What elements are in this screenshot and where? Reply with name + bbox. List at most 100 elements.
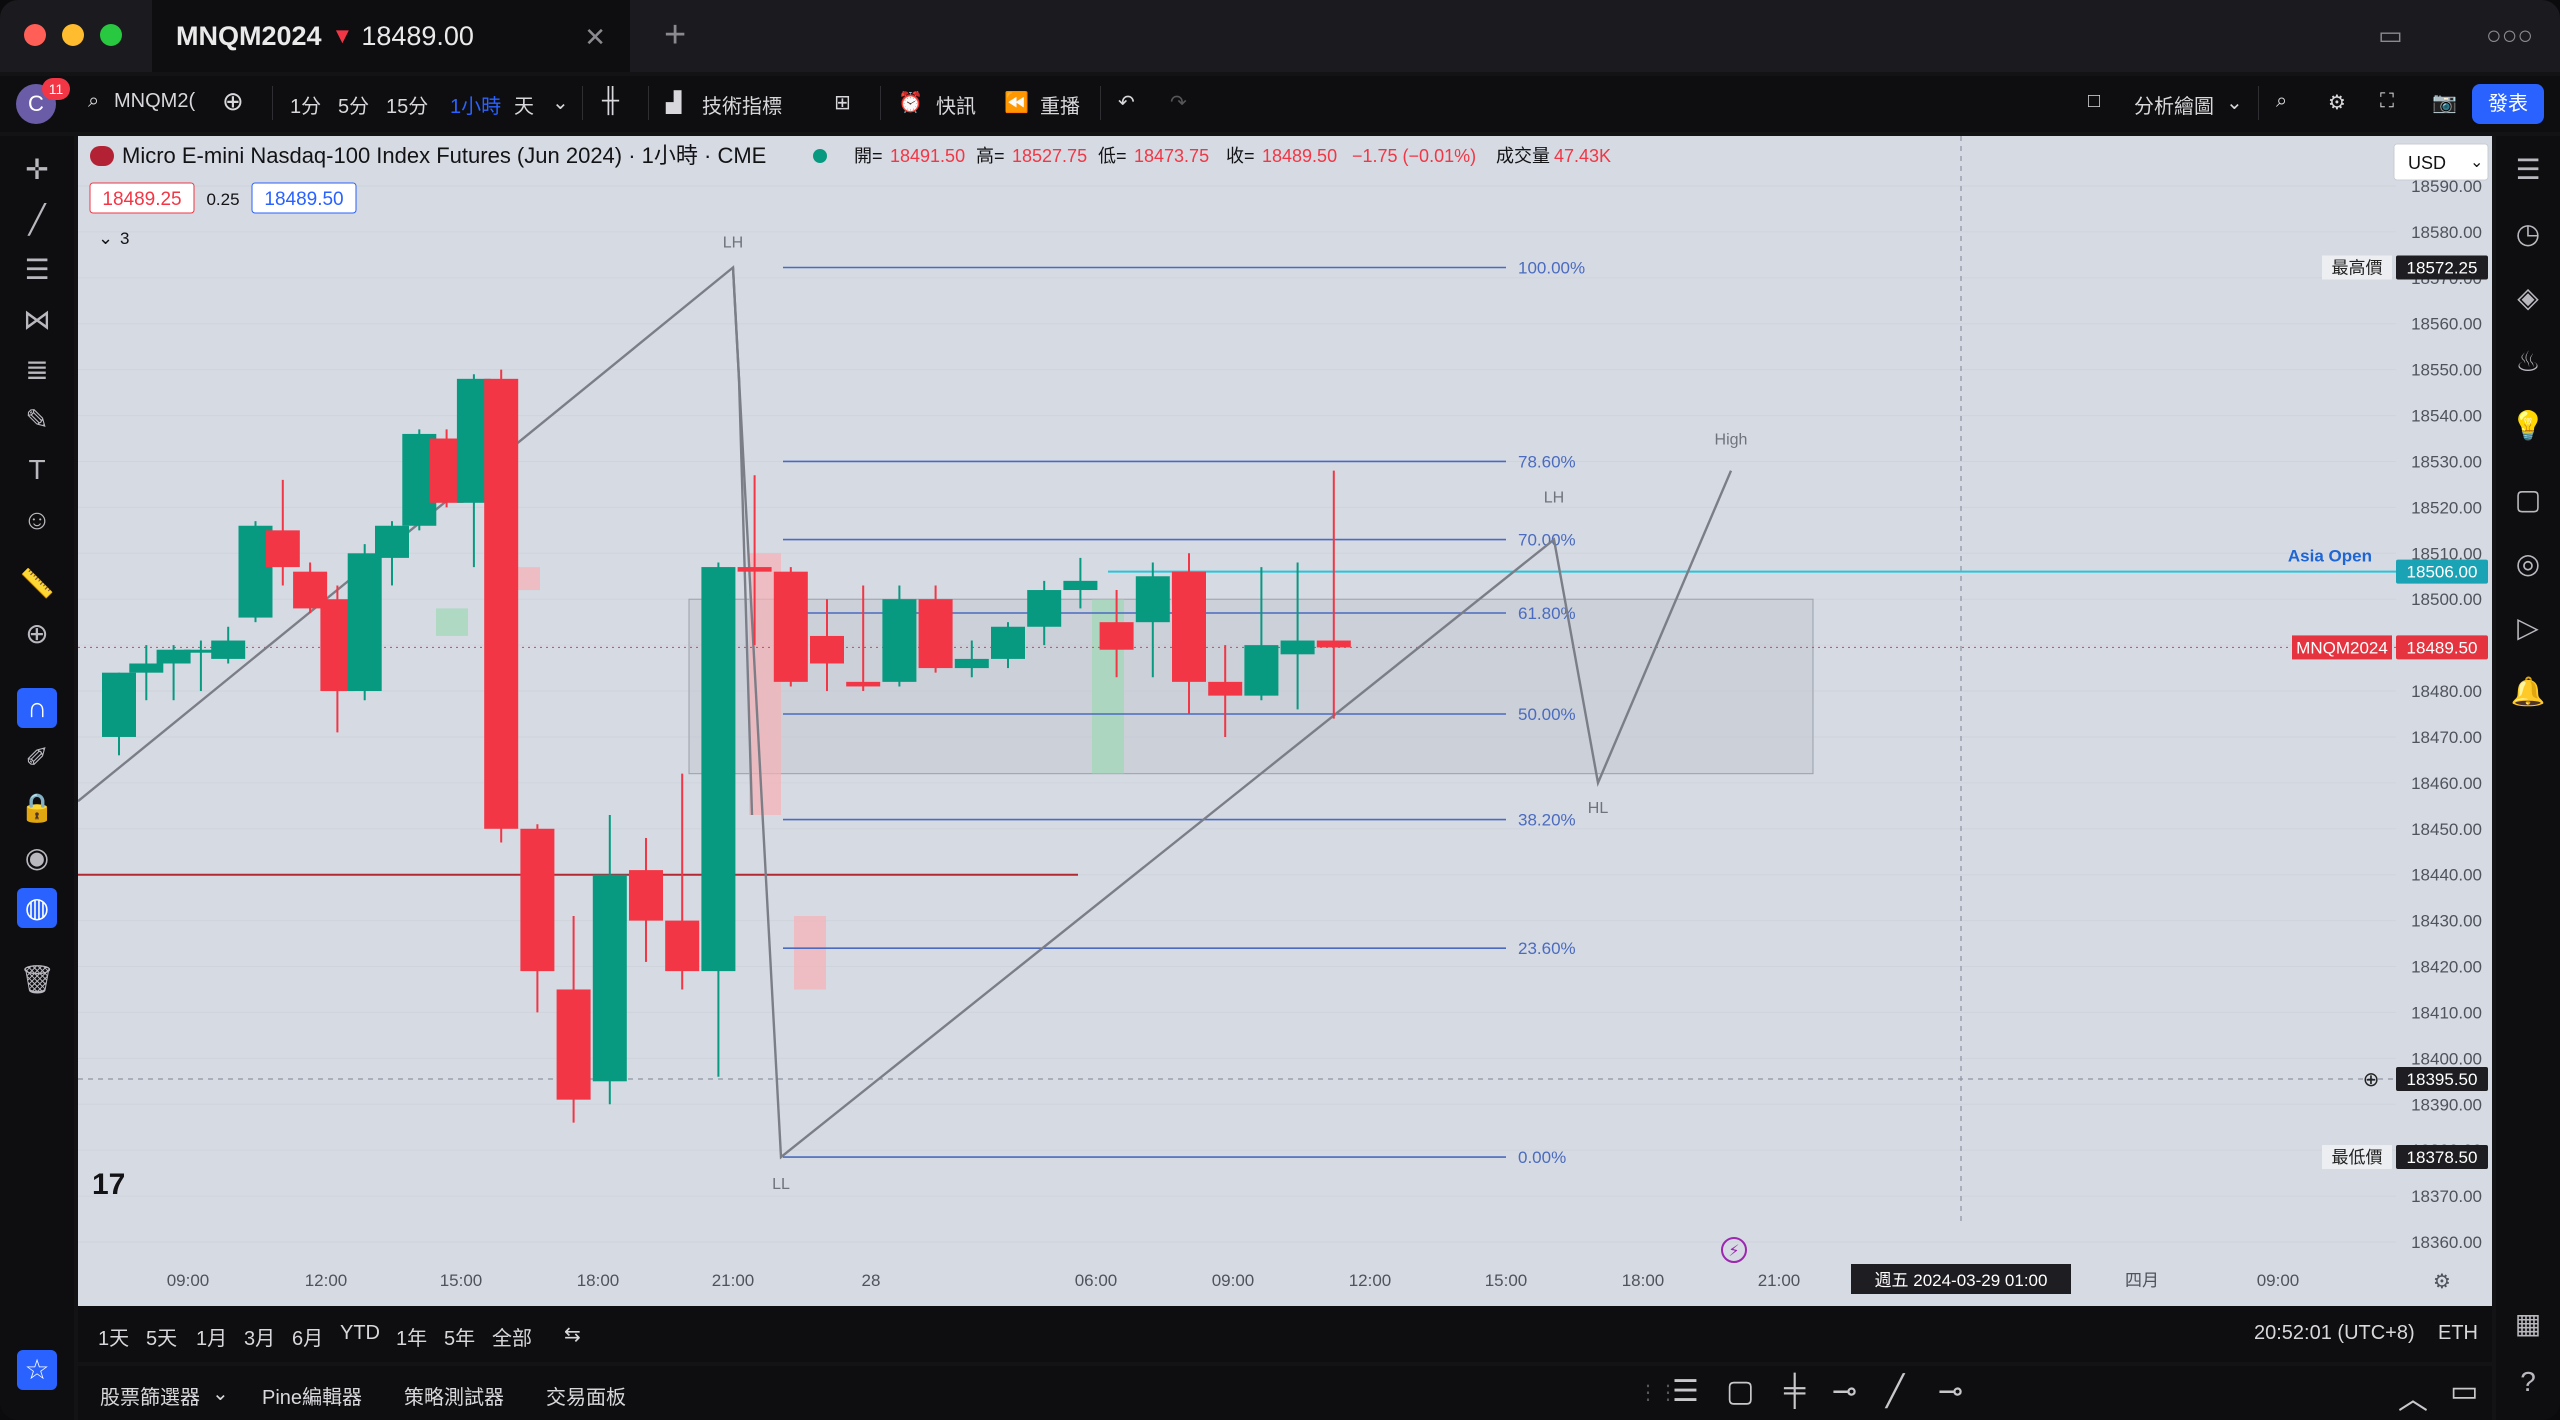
chart-area[interactable]: 100.00% 78.60% 70.00% 61.80% 50.00% 38.20% 23.… [78, 136, 2492, 1306]
alerts-button[interactable]: 快訊 [936, 96, 976, 118]
text-icon[interactable]: T [28, 454, 46, 485]
vline-icon[interactable]: ╪ [1784, 1374, 1806, 1407]
time-tick-label: 28 [862, 1271, 881, 1290]
hotlist-icon[interactable]: ♨ [2515, 346, 2541, 377]
range-5d[interactable]: 5天 [146, 1328, 178, 1350]
time-tick-label: 09:00 [167, 1271, 210, 1290]
layers-icon[interactable]: ◈ [2517, 282, 2539, 313]
minimize-window-button[interactable] [62, 24, 84, 46]
range-ytd[interactable]: YTD [340, 1322, 380, 1344]
candle-body [1172, 571, 1206, 682]
chevron-down-icon[interactable]: ⌄ [552, 92, 569, 114]
more-icon[interactable]: ○○○ [2486, 20, 2534, 50]
layout-button[interactable]: 分析繪圖 [2134, 96, 2214, 118]
publish-button[interactable]: 發表 [2472, 84, 2544, 124]
ideas-icon[interactable]: 💡 [2510, 410, 2546, 441]
interval-5m[interactable]: 5分 [338, 96, 370, 118]
chat-icon[interactable]: ▢ [2514, 484, 2542, 515]
session-selector[interactable]: ETH [2438, 1322, 2478, 1344]
interval-1m[interactable]: 1分 [290, 96, 322, 118]
globe-icon[interactable]: ◍ [17, 888, 57, 928]
crosshair-time-label: 週五 2024-03-29 01:00 [1875, 1271, 2048, 1290]
hray-icon[interactable]: ⊸ [1832, 1375, 1858, 1408]
ruler-icon[interactable]: 📏 [19, 568, 55, 599]
chevron-down-icon: ⌄ [98, 228, 113, 249]
goto-date-icon[interactable]: ⇆ [564, 1324, 581, 1346]
tab-screener[interactable]: 股票篩選器 [100, 1387, 200, 1409]
trendline-icon[interactable]: ╱ [28, 204, 46, 235]
play-icon[interactable]: ▷ [2517, 612, 2539, 643]
interval-15m[interactable]: 15分 [386, 96, 429, 118]
chevron-down-icon[interactable]: ⌄ [2226, 92, 2243, 114]
hlines-icon[interactable]: ☰ [1672, 1375, 1699, 1408]
lines-icon[interactable]: ☰ [24, 254, 50, 285]
chart-svg[interactable]: 100.00% 78.60% 70.00% 61.80% 50.00% 38.20% 23.… [78, 136, 2492, 1306]
range-1d[interactable]: 1天 [98, 1328, 130, 1350]
trash-icon[interactable]: 🗑 [19, 964, 55, 995]
rectangle-icon[interactable]: ▢ [1726, 1375, 1755, 1408]
emoji-icon[interactable]: ☺ [22, 504, 52, 535]
tab-pine-editor[interactable]: Pine編輯器 [262, 1387, 363, 1409]
brush-icon[interactable]: ✎ [25, 404, 49, 435]
interval-1h[interactable]: 1小時 [450, 96, 502, 118]
right-sidebar: ☰ ◷ ◈ ♨ 💡 ▢ ◎ ▷ 🔔 ▦ ? [2496, 136, 2560, 1420]
tab-trading-panel[interactable]: 交易面板 [546, 1387, 626, 1409]
pattern-icon[interactable]: ⋈ [23, 304, 51, 335]
candle-body [1244, 645, 1279, 696]
grip-icon[interactable]: ⋮⋮ [1638, 1382, 1678, 1404]
segment-icon[interactable]: ╱ [1886, 1375, 1905, 1408]
fib-level-label: 50.00% [1518, 705, 1576, 724]
redo-icon[interactable]: ↷ [1170, 92, 1187, 114]
chevron-up-icon[interactable]: ︿ [2398, 1383, 2428, 1416]
replay-button[interactable]: 重播 [1040, 96, 1080, 118]
clock-readout[interactable]: 20:52:01 (UTC+8) [2254, 1322, 2415, 1344]
range-all[interactable]: 全部 [492, 1328, 532, 1350]
undo-icon[interactable]: ↶ [1118, 92, 1135, 114]
tab-chart[interactable]: MNQM2024 ▼ 18489.00 ✕ [152, 0, 630, 72]
indicators-button[interactable]: 技術指標 [702, 96, 782, 118]
range-5y[interactable]: 5年 [444, 1328, 476, 1350]
fib-icon[interactable]: ≣ [25, 354, 49, 385]
gear-icon[interactable]: ⚙ [2328, 92, 2346, 114]
alarm-icon[interactable]: ⏰ [898, 92, 923, 114]
chevron-down-icon[interactable]: ⌄ [212, 1383, 229, 1405]
templates-icon[interactable]: ⊞ [834, 92, 851, 114]
broadcast-icon[interactable]: ◎ [2515, 548, 2541, 579]
ray-icon[interactable]: ⊸ [1938, 1375, 1964, 1408]
quick-search-icon[interactable]: ⌕ [2276, 90, 2288, 112]
add-symbol-icon[interactable]: ⊕ [222, 86, 244, 116]
lock-drawing-icon[interactable]: ✐ [25, 742, 49, 773]
lock-icon[interactable]: 🔒 [19, 792, 55, 823]
bell-icon[interactable]: 🔔 [2510, 676, 2546, 707]
close-window-button[interactable] [24, 24, 46, 46]
maximize-panel-icon[interactable]: ▭ [2450, 1375, 2479, 1408]
tab-strategy-tester[interactable]: 策略測試器 [404, 1387, 504, 1409]
currency-select [2393, 143, 2489, 181]
search-icon[interactable]: ⌕ [88, 90, 100, 112]
range-1m[interactable]: 1月 [196, 1328, 228, 1350]
range-1y[interactable]: 1年 [396, 1328, 428, 1350]
help-icon[interactable]: ? [2520, 1366, 2536, 1397]
new-tab-icon[interactable]: + [664, 14, 687, 56]
indicators-icon[interactable]: ▟ [666, 92, 682, 114]
range-6m[interactable]: 6月 [292, 1328, 324, 1350]
close-tab-icon[interactable]: ✕ [584, 22, 606, 52]
maximize-window-button[interactable] [100, 24, 122, 46]
magnet-icon[interactable]: ∩ [17, 688, 57, 728]
layout-icon[interactable]: ▭ [2378, 20, 2403, 50]
fullscreen-icon[interactable]: ⛶ [2380, 90, 2394, 112]
calendar-icon[interactable]: ▦ [2514, 1308, 2542, 1339]
alerts-clock-icon[interactable]: ◷ [2515, 218, 2541, 249]
eye-icon[interactable]: ◉ [24, 842, 50, 873]
symbol-search[interactable]: MNQM2( [114, 90, 196, 112]
square-icon[interactable]: □ [2088, 90, 2101, 112]
interval-1d[interactable]: 天 [514, 96, 534, 118]
watchlist-icon[interactable]: ☰ [2515, 154, 2541, 185]
zoom-icon[interactable]: ⊕ [25, 618, 49, 649]
camera-icon[interactable]: 📷 [2432, 92, 2457, 114]
star-icon[interactable]: ☆ [17, 1350, 57, 1390]
rewind-icon[interactable]: ⏪ [1004, 92, 1029, 114]
crosshair-icon[interactable]: ✛ [25, 154, 49, 185]
candle-style-icon[interactable]: ╫ [602, 87, 620, 114]
range-3m[interactable]: 3月 [244, 1328, 276, 1350]
